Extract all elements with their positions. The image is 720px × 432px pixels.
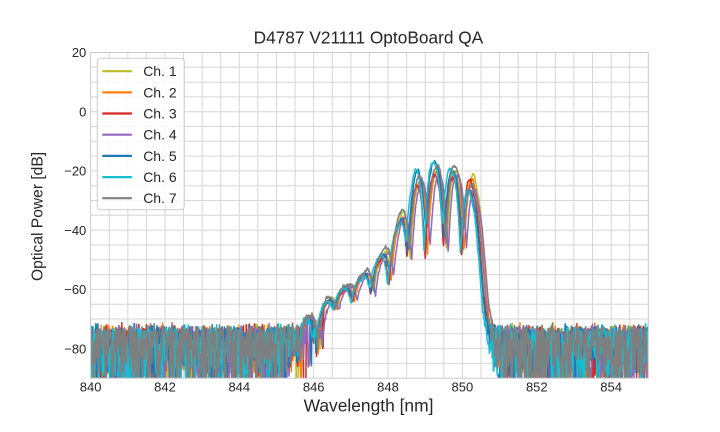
svg-text:846: 846	[303, 380, 325, 395]
svg-text:842: 842	[154, 380, 176, 395]
svg-text:−80: −80	[64, 341, 86, 356]
svg-text:D4787 V21111 OptoBoard QA: D4787 V21111 OptoBoard QA	[254, 27, 484, 47]
svg-text:0: 0	[79, 104, 86, 119]
svg-text:Ch. 4: Ch. 4	[143, 127, 177, 143]
svg-text:Ch. 3: Ch. 3	[143, 105, 177, 121]
svg-text:Ch. 1: Ch. 1	[143, 63, 177, 79]
svg-text:−40: −40	[64, 223, 86, 238]
svg-text:850: 850	[452, 380, 474, 395]
svg-text:−60: −60	[64, 282, 86, 297]
svg-text:Ch. 7: Ch. 7	[143, 190, 177, 206]
svg-text:20: 20	[72, 45, 86, 60]
svg-text:844: 844	[228, 380, 250, 395]
svg-text:840: 840	[80, 380, 102, 395]
svg-text:Ch. 6: Ch. 6	[143, 169, 177, 185]
svg-text:−20: −20	[64, 164, 86, 179]
svg-text:848: 848	[377, 380, 399, 395]
svg-text:Ch. 5: Ch. 5	[143, 148, 177, 164]
svg-text:Optical Power [dB]: Optical Power [dB]	[30, 152, 47, 281]
svg-text:Wavelength [nm]: Wavelength [nm]	[304, 396, 434, 416]
svg-text:854: 854	[600, 380, 622, 395]
svg-text:Ch. 2: Ch. 2	[143, 84, 177, 100]
svg-text:852: 852	[526, 380, 548, 395]
